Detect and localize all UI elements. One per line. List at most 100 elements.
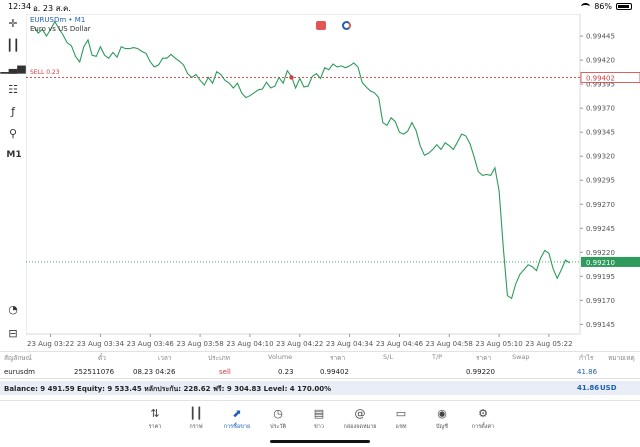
nav-mailbox-label: กล่องจดหมาย [343, 424, 377, 430]
chart-symbol[interactable]: EURUSDm • M1 [30, 16, 85, 24]
nav-chat-label: แชท [395, 424, 407, 430]
x-tick-label: 23 Aug 03:58 [177, 340, 224, 348]
y-tick-label: 0.99170 [586, 297, 615, 305]
current-price-label: 0.99210 [586, 259, 615, 267]
nav-settings-label: การตั้งค่า [471, 424, 495, 430]
battery-icon [616, 3, 632, 10]
y-tick-label: 0.99320 [586, 153, 615, 161]
x-tick-label: 23 Aug 03:46 [127, 340, 175, 348]
balance-bar: Balance: 9 491.59 Equity: 9 533.45 หลักป… [0, 381, 640, 395]
y-tick-label: 0.99445 [586, 33, 615, 41]
status-right: 86% [581, 2, 632, 11]
position-type: sell [219, 368, 231, 376]
chart-description: Euro vs US Dollar [30, 25, 91, 33]
y-tick-label: 0.99420 [586, 57, 615, 65]
header-volume: Volume [268, 353, 293, 361]
balance-summary: Balance: 9 491.59 Equity: 9 533.45 หลักป… [4, 385, 332, 393]
y-tick-label: 0.99395 [586, 81, 615, 89]
chart-symbol-name: EURUSDm [30, 16, 67, 24]
timeframe-button[interactable]: M1 [6, 150, 22, 160]
y-tick-label: 0.99195 [586, 273, 615, 281]
positions-table-header: สัญลักษณ์ ตั๋ว เวลา ประเภท Volume ราคา S… [0, 351, 640, 363]
signal-ring-icon[interactable] [342, 21, 351, 30]
account-currency: USD [600, 384, 617, 392]
position-volume: 0.23 [278, 368, 294, 376]
y-tick-label: 0.99270 [586, 201, 615, 209]
position-symbol: eurusdm [4, 368, 35, 376]
position-open-price: 0.99402 [320, 368, 349, 376]
sell-order-label: SELL 0.23 [30, 69, 60, 76]
position-ticket: 252511076 [74, 368, 115, 376]
chart-timeframe-suffix: • M1 [68, 16, 86, 24]
x-tick-label: 23 Aug 03:22 [27, 340, 74, 348]
header-price: ราคา [330, 354, 346, 362]
header-type: ประเภท [208, 354, 230, 362]
header-time: เวลา [158, 354, 172, 362]
y-tick-label: 0.99295 [586, 177, 615, 185]
bottom-nav: ⇅ ราคา ┃┃ กราฟ ⬈ การซื้อขาย ◷ ประวัติ ▤ … [0, 400, 640, 447]
header-comment: หมายเหตุ [608, 354, 635, 362]
quotes-icon: ⇅ [150, 407, 160, 420]
nav-settings[interactable]: ⚙ การตั้งค่า [463, 407, 503, 431]
status-date: อ. 23 ส.ค. [33, 4, 71, 13]
header-swap: Swap [512, 353, 530, 361]
x-tick-label: 23 Aug 04:58 [426, 340, 473, 348]
total-profit: 41.86 [577, 384, 600, 392]
nav-news[interactable]: ▤ ข่าว [299, 407, 339, 431]
status-bar: 12:34 อ. 23 ส.ค. 86% [0, 0, 640, 14]
y-tick-label: 0.99220 [586, 249, 615, 257]
nav-chat[interactable]: ▭ แชท [381, 407, 421, 431]
wifi-icon [581, 3, 591, 10]
chat-icon: ▭ [395, 407, 407, 420]
history-icon: ◷ [273, 407, 283, 420]
header-profit: กำไร [579, 354, 594, 362]
header-symbol: สัญลักษณ์ [4, 354, 32, 362]
x-tick-label: 23 Aug 04:34 [326, 340, 374, 348]
y-tick-label: 0.99345 [586, 129, 615, 137]
nav-accounts[interactable]: ◉ บัญชี [422, 407, 462, 431]
chart-icon: ┃┃ [189, 407, 203, 420]
x-tick-label: 23 Aug 04:10 [226, 340, 273, 348]
nav-history[interactable]: ◷ ประวัติ [258, 407, 298, 431]
bar-chart-type-icon[interactable]: ▁▃▅ [0, 60, 26, 74]
price-chart[interactable]: 0.99445 0.99420 0.99395 0.99370 0.99345 0.993… [26, 14, 640, 354]
nav-trade[interactable]: ⬈ การซื้อขาย [217, 407, 257, 431]
position-time: 08.23 04:26 [133, 368, 176, 376]
sell-price-label: 0.99402 [586, 74, 615, 82]
battery-percent: 86% [594, 2, 612, 11]
indicators-icon[interactable]: ☷ [8, 82, 18, 96]
flag-icon[interactable] [316, 21, 326, 30]
news-icon: ▤ [313, 407, 325, 420]
settings-icon: ⚙ [478, 407, 488, 420]
chart-settings-icon[interactable]: ◔ [8, 302, 18, 316]
mailbox-icon: @ [354, 407, 366, 420]
objects-icon[interactable]: ⚲ [8, 126, 18, 140]
position-profit: 41.86 [577, 368, 598, 376]
nav-chart-label: กราฟ [189, 424, 203, 430]
header-tp: T/P [432, 353, 443, 361]
nav-mailbox[interactable]: @ กล่องจดหมาย [340, 407, 380, 431]
y-tick-label: 0.99245 [586, 225, 615, 233]
crosshair-icon[interactable]: ✛ [8, 16, 18, 30]
sell-price-tag [580, 72, 640, 83]
function-icon[interactable]: ƒ [11, 104, 15, 118]
one-click-trading-icon[interactable]: ⊟ [8, 326, 18, 340]
y-tick-label: 0.99370 [586, 105, 615, 113]
trade-icon: ⬈ [232, 407, 242, 420]
position-row[interactable]: eurusdm 252511076 08.23 04:26 sell 0.23 … [0, 365, 640, 379]
candlestick-icon[interactable]: ┃┃ [6, 38, 20, 52]
chart-toolbar: ✛ ┃┃ ▁▃▅ ☷ ƒ ⚲ M1 ◔ ⊟ [0, 14, 26, 344]
x-tick-label: 23 Aug 05:22 [525, 340, 572, 348]
nav-chart[interactable]: ┃┃ กราฟ [176, 407, 216, 431]
home-indicator [270, 440, 370, 443]
current-price-tag [581, 256, 640, 267]
x-tick-label: 23 Aug 04:22 [276, 340, 323, 348]
header-current-price: ราคา [476, 354, 492, 362]
price-series-line [33, 20, 571, 300]
x-tick-label: 23 Aug 04:46 [376, 340, 424, 348]
nav-quotes[interactable]: ⇅ ราคา [135, 407, 175, 431]
x-tick-label: 23 Aug 03:34 [77, 340, 125, 348]
nav-news-label: ข่าว [314, 424, 324, 430]
sell-entry-marker [289, 75, 294, 80]
status-time: 12:34 [8, 2, 32, 11]
